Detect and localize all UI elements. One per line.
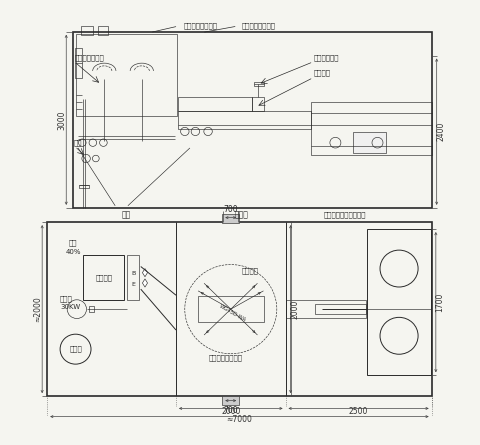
Bar	[76, 34, 177, 116]
Text: 2000: 2000	[290, 299, 300, 319]
Text: WG45D-WA: WG45D-WA	[218, 303, 247, 323]
Bar	[222, 214, 239, 223]
Text: 40%: 40%	[65, 249, 81, 255]
Bar	[222, 396, 239, 405]
Bar	[252, 97, 264, 111]
Text: 液体水箱: 液体水箱	[96, 275, 112, 281]
Bar	[315, 304, 366, 314]
Text: 加压泵: 加压泵	[60, 295, 73, 302]
Bar	[47, 222, 432, 396]
Bar	[286, 300, 366, 318]
Text: 测量: 测量	[69, 240, 77, 247]
Bar	[89, 306, 94, 312]
Text: 工作台车前后位置装置: 工作台车前后位置装置	[324, 212, 366, 218]
Polygon shape	[143, 279, 147, 287]
Bar	[98, 26, 108, 35]
Bar	[127, 255, 140, 300]
Text: 1700: 1700	[435, 292, 444, 312]
Text: 30KW: 30KW	[60, 304, 80, 311]
Text: 锁口: 锁口	[73, 139, 82, 146]
Text: 2000: 2000	[221, 407, 240, 416]
Bar	[198, 296, 264, 322]
Text: 水平喷枪（前枪）: 水平喷枪（前枪）	[208, 355, 242, 361]
Text: B: B	[131, 271, 135, 276]
Bar	[179, 97, 252, 111]
Text: E: E	[131, 282, 135, 287]
Text: 2400: 2400	[437, 122, 446, 142]
Text: 导轨机: 导轨机	[234, 210, 248, 220]
Text: 断闸压板（暂停）: 断闸压板（暂停）	[241, 22, 276, 28]
Text: 700: 700	[224, 205, 238, 214]
Bar	[81, 26, 93, 35]
Bar	[179, 111, 312, 129]
Text: 3000: 3000	[58, 110, 67, 129]
Bar	[353, 132, 386, 153]
Text: 电动车: 电动车	[69, 346, 82, 352]
Bar	[312, 102, 432, 155]
Bar	[84, 255, 124, 300]
Text: 工作台车: 工作台车	[313, 70, 330, 77]
Bar	[79, 185, 89, 188]
Bar	[72, 32, 432, 208]
Bar	[75, 48, 82, 77]
Text: 自动定气压计装置: 自动定气压计装置	[184, 22, 218, 28]
Text: 液体泵管: 液体泵管	[242, 267, 259, 274]
Text: 多管路液体喷管: 多管路液体喷管	[74, 55, 104, 61]
Bar	[253, 81, 264, 85]
Text: 2500: 2500	[349, 407, 368, 416]
Text: ≈2000: ≈2000	[34, 296, 42, 322]
Polygon shape	[143, 269, 147, 277]
Text: 正面: 正面	[122, 210, 131, 220]
Bar	[367, 229, 431, 375]
Text: 平面定量元具: 平面定量元具	[313, 54, 339, 61]
Text: ≈7000: ≈7000	[227, 415, 252, 425]
Text: 700: 700	[224, 405, 238, 415]
